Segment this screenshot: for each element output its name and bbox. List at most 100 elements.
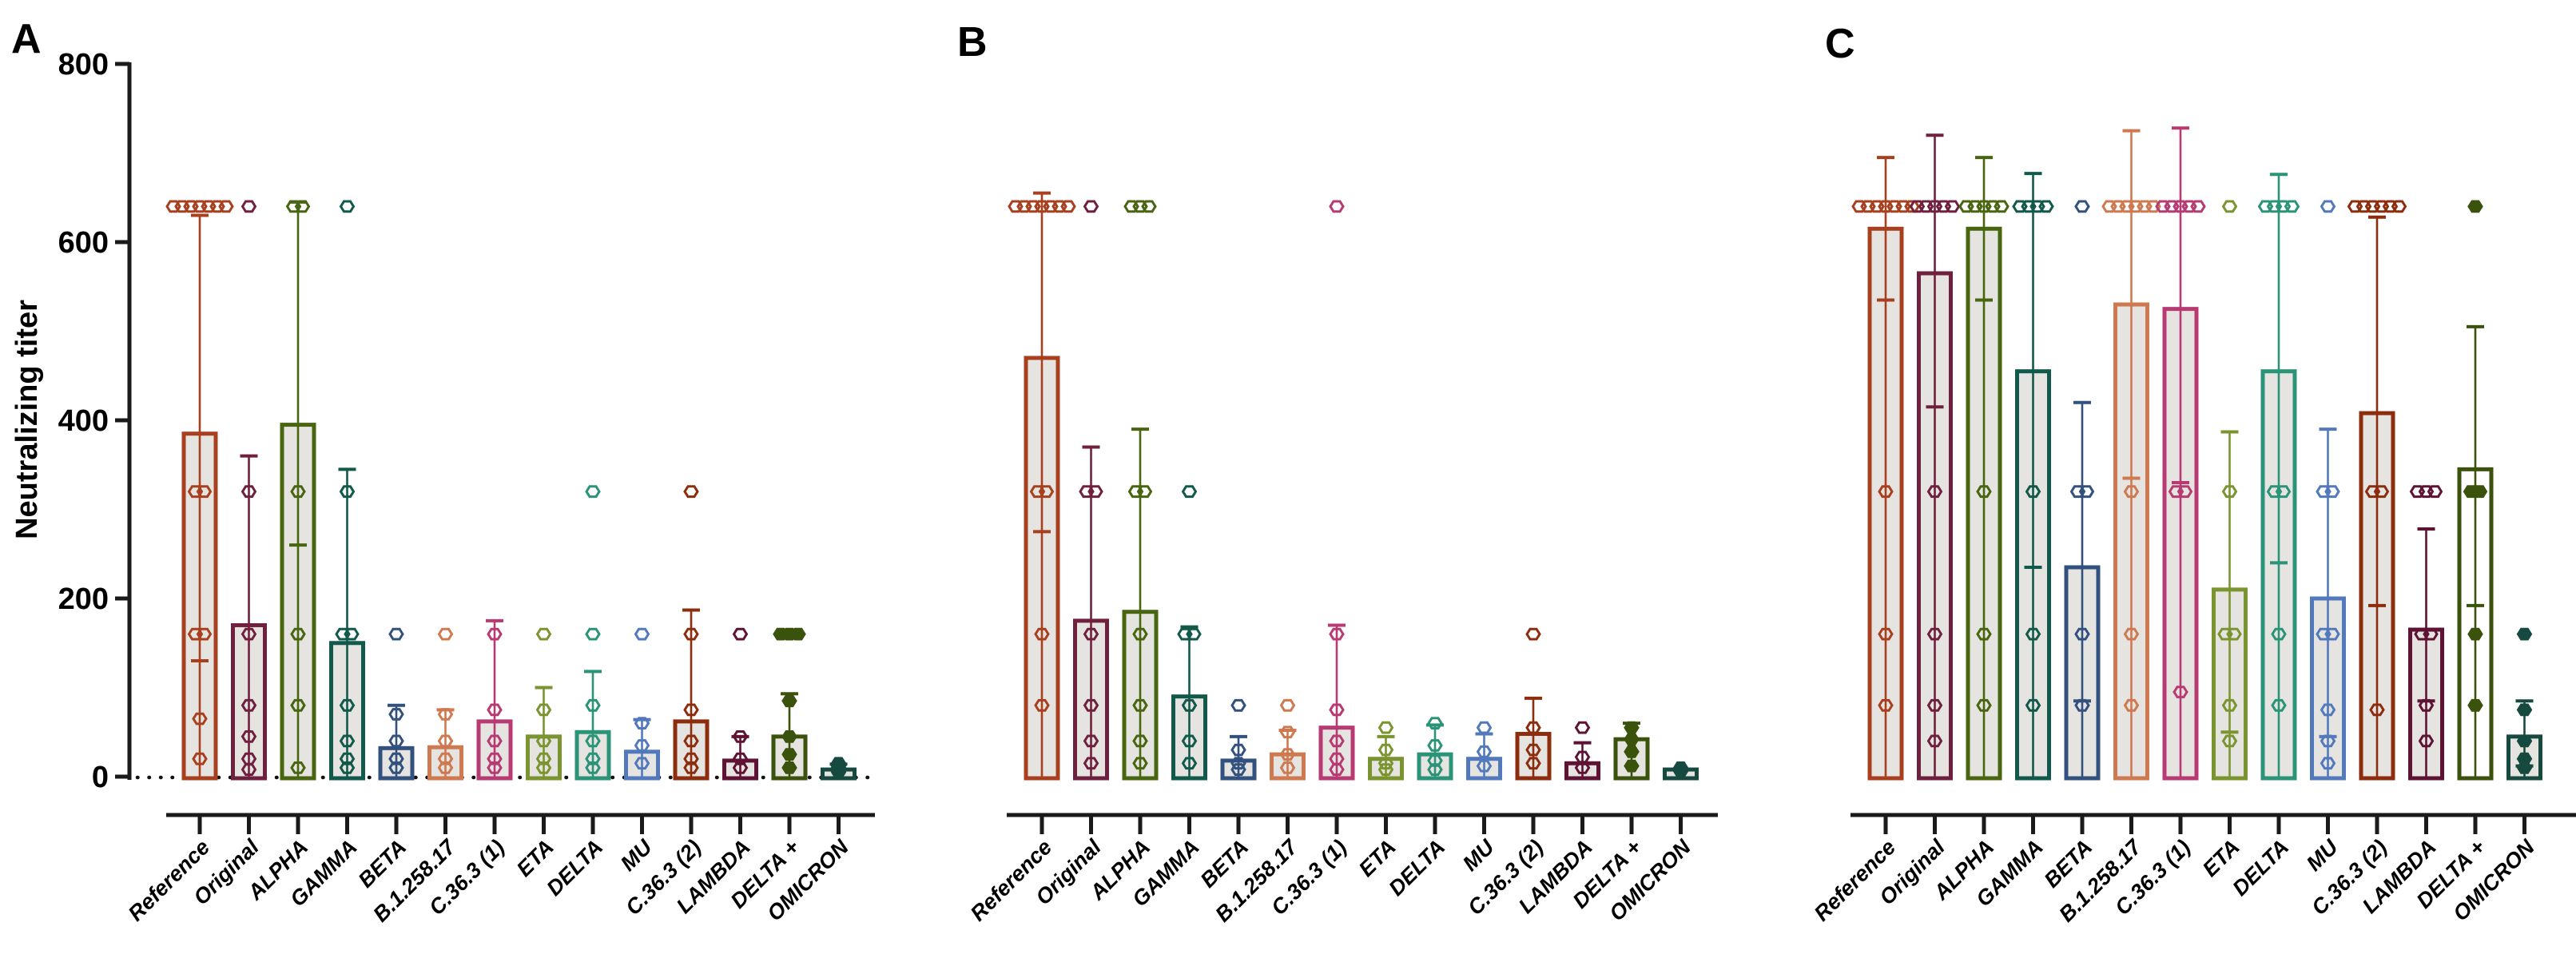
panel-b-c-36-3-2-point-160-1 — [1525, 627, 1541, 641]
panel-c-omicron-point-40-1 — [2516, 734, 2533, 748]
panel-c-omicron-point-75-1 — [2516, 703, 2533, 717]
panel-c-delta-point-320-2 — [2471, 485, 2488, 499]
panel-c-original-point-80-1 — [1926, 698, 1943, 712]
panel-b-mu-point-28-1 — [1476, 745, 1493, 758]
panel-a-lambda-point-160-1 — [732, 627, 749, 641]
panel-c-alpha-point-160-1 — [1976, 627, 1992, 641]
panel-a-reference-point-20-1 — [192, 752, 208, 765]
panel-a-c-36-3-1-point-20-1 — [487, 752, 503, 765]
panel-b-beta-point-80-1 — [1230, 698, 1246, 712]
panel-c-mu-point-75-1 — [2320, 703, 2336, 717]
panel-b-eta-point-8-1 — [1377, 763, 1394, 776]
panel-a-c-36-3-1-point-75-1 — [487, 703, 503, 717]
panel-a-reference-point-640-5 — [201, 200, 217, 213]
panel-a-beta-point-20-1 — [388, 752, 404, 765]
panel-c-c-36-3-1-point-320-2 — [2176, 485, 2193, 499]
panel-a-mu-point-35-1 — [634, 739, 650, 752]
panel-c-beta-point-160-1 — [2074, 627, 2090, 641]
panel-b-omicron-point-10-1 — [1672, 761, 1689, 774]
panel-b-delta-point-18-1 — [1427, 754, 1443, 767]
panel-b-c-36-3-1-point-160-1 — [1329, 627, 1345, 641]
panel-c-c-36-3-1-point-640-3 — [2173, 200, 2188, 213]
y-tick-label-800: 800 — [58, 48, 109, 82]
panel-a-eta-point-20-1 — [535, 752, 552, 765]
panel-a-delta-point-80-1 — [585, 698, 601, 712]
panel-c-eta-point-160-1 — [2217, 627, 2233, 641]
panel-a-original-point-45-1 — [241, 730, 257, 743]
panel-c-original-point-40-1 — [1926, 734, 1943, 748]
panel-c-original-point-320-1 — [1926, 485, 1943, 499]
panel-b-gamma-point-40-1 — [1181, 734, 1198, 748]
panel-b-original-point-640-1 — [1083, 200, 1099, 213]
panel-b-delta-point-42-1 — [1624, 733, 1640, 745]
panel-b-delta-point-35-1 — [1427, 739, 1443, 752]
panel-c-c-36-3-1-point-640-4 — [2181, 200, 2197, 213]
panel-c-mu-point-40-1 — [2320, 734, 2336, 748]
panel-a-c-36-3-1-point-160-1 — [487, 627, 503, 641]
panel-c-original-point-160-1 — [1926, 627, 1943, 641]
panel-b-eta-point-30-1 — [1377, 743, 1394, 757]
panel-b-alpha-point-320-2 — [1136, 485, 1153, 499]
y-tick-label-200: 200 — [58, 582, 109, 616]
panel-a-c-36-3-2-point-160-1 — [683, 627, 699, 641]
panel-a-delta-point-160-1 — [585, 627, 601, 641]
panel-c-eta-point-640-1 — [2221, 200, 2238, 213]
panel-c-omicron-point-160-1 — [2516, 627, 2533, 641]
panel-c-lambda-point-160-2 — [2423, 627, 2439, 641]
panel-b-alpha-point-640-1 — [1123, 200, 1139, 213]
y-tick-label-0: 0 — [92, 761, 109, 794]
y-axis-title: Neutralizing titer — [10, 300, 44, 539]
panel-a-lambda-point-45-1 — [732, 730, 749, 743]
panel-a-original-point-320-1 — [241, 485, 257, 499]
panel-c-c-36-3-2-point-640-6 — [2391, 200, 2407, 213]
panel-a-gamma-point-80-1 — [339, 698, 356, 712]
panel-b-mu-point-12-1 — [1476, 759, 1493, 773]
panel-a-c-36-3-2-point-20-1 — [683, 752, 699, 765]
panel-a-alpha-point-640-1 — [285, 200, 302, 213]
panel-c-beta-point-320-2 — [2078, 485, 2095, 499]
panel-c-reference-point-80-1 — [1878, 698, 1894, 712]
panel-c-eta-point-160-2 — [2226, 627, 2242, 641]
panel-c-lambda-point-40-1 — [2418, 734, 2435, 748]
panel-c-reference-point-640-6 — [1895, 200, 1911, 213]
panel-b-c-36-3-1-point-40-1 — [1329, 734, 1345, 748]
panel-c-delta-point-160-1 — [2271, 627, 2287, 641]
panel-a-eta-point-75-1 — [535, 703, 552, 717]
panel-b-alpha-point-80-1 — [1132, 698, 1148, 712]
panel-c-original-point-640-4 — [1935, 200, 1952, 213]
panel-a-beta-point-70-1 — [388, 708, 404, 721]
panel-c-b-1-258-17-point-160-1 — [2123, 627, 2140, 641]
panel-a-b-1-258-17-point-160-1 — [437, 627, 454, 641]
panel-a-label: A — [11, 16, 42, 62]
panel-a-b-1-258-17-point-40-1 — [437, 734, 454, 748]
panel-c-mu-point-160-2 — [2324, 627, 2340, 641]
panel-c-lambda-point-160-1 — [2414, 627, 2430, 641]
panel-a-delta-point-160-3 — [790, 627, 806, 641]
panel-c-b-1-258-17-point-320-1 — [2123, 485, 2140, 499]
panel-b-reference-point-320-1 — [1029, 485, 1046, 499]
panel-b-c-36-3-2-point-15-1 — [1525, 757, 1541, 770]
panel-c-mu-point-320-2 — [2324, 485, 2340, 499]
panel-c-delta-point-80-1 — [2467, 698, 2483, 712]
panel-c-c-36-3-2-point-640-4 — [2373, 200, 2390, 213]
panel-a-original-point-20-1 — [241, 752, 257, 765]
panel-b-beta-point-30-1 — [1230, 743, 1246, 757]
panel-b-alpha-point-640-3 — [1141, 200, 1157, 213]
panel-c-c-36-3-1-point-320-1 — [2168, 485, 2184, 499]
panel-b-original-point-15-1 — [1083, 757, 1099, 770]
panel-b-gamma-point-320-1 — [1181, 485, 1198, 499]
panel-c-delta-point-640-3 — [2275, 200, 2292, 213]
panel-b-original-point-320-1 — [1079, 485, 1095, 499]
panel-b-reference-point-160-1 — [1034, 627, 1050, 641]
panel-c-b-1-258-17-point-80-1 — [2123, 698, 2140, 712]
panel-c-delta-point-640-1 — [2467, 200, 2483, 213]
panel-a-reference-point-640-7 — [218, 200, 234, 213]
y-tick-label-600: 600 — [58, 226, 109, 260]
panel-a-reference-point-160-1 — [187, 627, 204, 641]
panel-c-c-36-3-2-point-320-2 — [2373, 485, 2390, 499]
panel-c-eta-point-320-1 — [2221, 485, 2238, 499]
panel-a-reference-point-160-2 — [196, 627, 213, 641]
panel-c-c-36-3-2-point-640-2 — [2355, 200, 2372, 213]
